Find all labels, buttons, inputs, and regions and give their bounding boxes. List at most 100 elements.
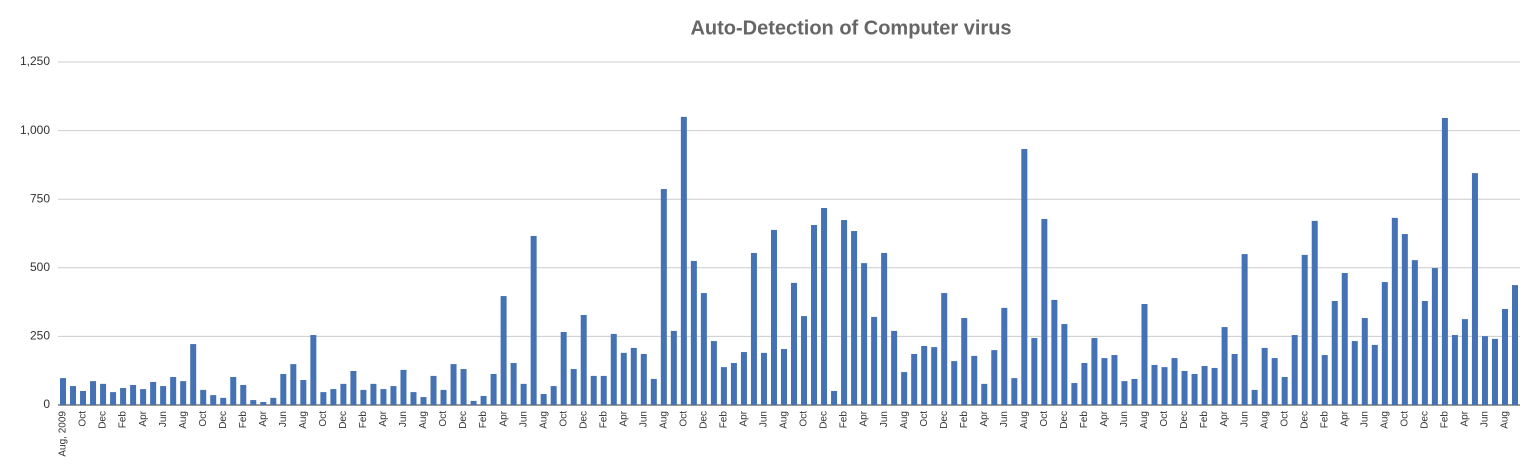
x-tick-label: Dec [1179, 411, 1190, 429]
bar [100, 383, 107, 405]
bar [791, 282, 798, 405]
bar [570, 369, 577, 405]
x-tick-label: Oct [1039, 411, 1050, 427]
bar [1341, 273, 1348, 405]
x-tick-label: Aug [538, 411, 549, 429]
x-tick-label: Oct [1399, 411, 1410, 427]
bar [1161, 367, 1168, 405]
bar [730, 363, 737, 405]
bar [841, 220, 848, 405]
bar [170, 377, 177, 405]
bar [1181, 370, 1188, 405]
bar [1061, 324, 1068, 405]
y-tick-label: 1,250 [20, 54, 50, 68]
bar [400, 369, 407, 405]
bar [500, 296, 507, 405]
bar [961, 318, 968, 405]
x-tick-label: Oct [919, 411, 930, 427]
bar [1131, 378, 1138, 405]
x-tick-label: Aug [899, 411, 910, 429]
bar [200, 389, 207, 405]
bar [350, 370, 357, 405]
x-tick-label: Aug [1259, 411, 1270, 429]
bar [1451, 335, 1458, 405]
x-tick-label: Feb [1319, 411, 1330, 429]
bar [911, 353, 918, 405]
x-tick-label: Oct [1159, 411, 1170, 427]
bar [60, 378, 67, 405]
bar [1211, 367, 1218, 405]
x-tick-label: Feb [478, 411, 489, 429]
bar [1091, 338, 1098, 405]
x-tick-label: Jun [638, 411, 649, 427]
x-tick-label: Jun [759, 411, 770, 427]
bar [520, 383, 527, 405]
x-tick-label: Feb [959, 411, 970, 429]
bar [480, 395, 487, 405]
x-tick-label: Jun [1239, 411, 1250, 427]
bar [640, 353, 647, 405]
x-tick-label: Dec [218, 411, 229, 429]
bar [770, 229, 777, 405]
bar [1511, 285, 1518, 405]
x-tick-label: Aug [1019, 411, 1030, 429]
bar [630, 347, 637, 405]
bar [530, 235, 537, 405]
bar [1051, 299, 1058, 405]
x-tick-label: Aug [298, 411, 309, 429]
bar [1271, 358, 1278, 405]
bar [740, 352, 747, 405]
bar [550, 386, 557, 405]
bar [760, 352, 767, 405]
bar [881, 252, 888, 405]
bar [1361, 318, 1368, 405]
bar [901, 372, 908, 405]
bar [450, 364, 457, 405]
bar [951, 361, 958, 405]
bar [1031, 338, 1038, 405]
x-tick-label: Apr [378, 410, 389, 426]
bar [220, 397, 227, 405]
bar [230, 377, 237, 405]
bar [370, 383, 377, 405]
x-tick-label: Aug, 2009 [58, 411, 69, 457]
bar [971, 355, 978, 405]
bar [670, 330, 677, 405]
bar [320, 392, 327, 405]
x-tick-label: Feb [598, 411, 609, 429]
bar [180, 381, 187, 405]
x-tick-label: Dec [338, 411, 349, 429]
bar [851, 231, 858, 405]
bar [390, 386, 397, 405]
x-tick-label: Apr [1460, 410, 1471, 426]
bar [80, 391, 87, 405]
bar [130, 384, 137, 405]
bar [330, 389, 337, 405]
x-tick-label: Jun [1359, 411, 1370, 427]
bar [1421, 301, 1428, 405]
y-tick-label: 1,000 [20, 123, 50, 137]
x-tick-label: Apr [618, 410, 629, 426]
x-tick-label: Oct [438, 411, 449, 427]
bar [1101, 358, 1108, 405]
x-tick-label: Feb [839, 411, 850, 429]
x-tick-label: Dec [458, 411, 469, 429]
bar [620, 352, 627, 405]
x-tick-label: Jun [518, 411, 529, 427]
bar [1371, 344, 1378, 405]
bar [821, 207, 828, 405]
bar [240, 384, 247, 405]
x-tick-label: Dec [578, 411, 589, 429]
bar [280, 373, 287, 405]
bar [1221, 327, 1228, 405]
x-tick-label: Aug [779, 411, 790, 429]
bar [270, 397, 277, 405]
y-tick-label: 750 [30, 191, 50, 205]
y-tick-label: 500 [30, 260, 50, 274]
x-tick-label: Oct [678, 411, 689, 427]
chart-title: Auto-Detection of Computer virus [690, 17, 1011, 39]
x-tick-label: Aug [178, 411, 189, 429]
bar [1301, 254, 1308, 405]
